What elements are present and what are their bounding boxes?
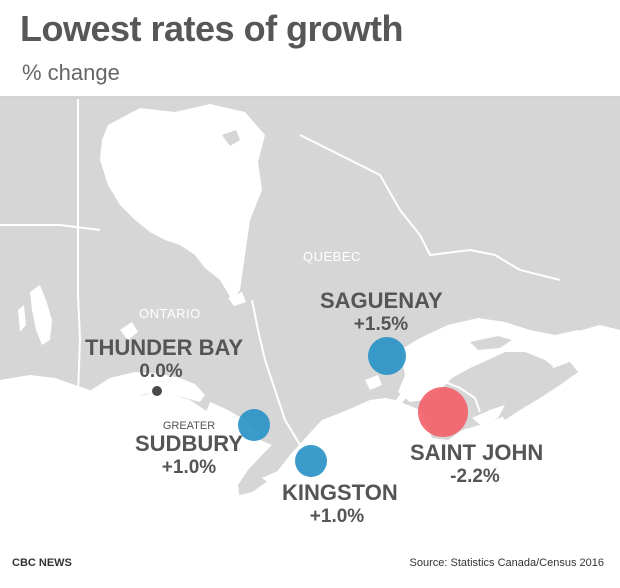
bay-of-fundy (472, 405, 505, 426)
akimiski-island (228, 292, 246, 306)
saint-john-marker[interactable] (418, 387, 468, 437)
lake-st-jean (365, 375, 382, 390)
city-name: THUNDER BAY (85, 335, 244, 360)
border-qc-nb (419, 359, 481, 413)
lake-manitoba (18, 305, 26, 332)
title-divider (0, 96, 620, 99)
pei (505, 356, 538, 366)
gulf-st-lawrence (398, 318, 600, 402)
city-value: +1.0% (309, 505, 365, 527)
city-label-thunder-bay: THUNDER BAY 0.0% (85, 335, 244, 382)
thunder-bay-marker[interactable] (152, 386, 162, 396)
city-name: KINGSTON (282, 480, 398, 505)
brand-label: CBC NEWS (12, 557, 72, 569)
kingston-marker[interactable] (295, 445, 327, 477)
border-qc-labrador (299, 134, 561, 281)
chart-subtitle: % change (22, 60, 120, 85)
region-label-nb: N.B. (423, 371, 451, 386)
city-value: 0.0% (139, 360, 183, 382)
border-nunavut (0, 224, 101, 231)
border-mb-on (77, 99, 82, 396)
city-label-kingston: KINGSTON +1.0% (282, 480, 398, 527)
city-label-sudbury: GREATER SUDBURY +1.0% (134, 420, 244, 478)
nova-scotia (498, 362, 578, 420)
city-name: SAINT JOHN (410, 440, 544, 465)
belcher-island (222, 130, 240, 146)
city-name: SUDBURY (135, 431, 243, 457)
city-value: +1.0% (161, 456, 217, 478)
saguenay-marker[interactable] (368, 337, 406, 375)
lake-superior (88, 372, 205, 402)
lake-nipigon (120, 322, 138, 340)
chart-title: Lowest rates of growth (20, 8, 404, 49)
city-prefix: GREATER (162, 420, 216, 432)
lake-erie (220, 490, 275, 510)
city-label-saint-john: SAINT JOHN -2.2% (410, 440, 544, 487)
city-label-saguenay: SAGUENAY +1.5% (320, 288, 443, 335)
newfoundland (560, 270, 618, 325)
map (0, 99, 620, 510)
region-label-ontario: ONTARIO (139, 306, 201, 321)
lake-huron (205, 402, 262, 465)
city-value: -2.2% (450, 465, 500, 487)
sudbury-marker[interactable] (238, 409, 270, 441)
lake-winnipeg (30, 285, 52, 345)
region-label-quebec: QUEBEC (303, 249, 361, 264)
hudson-bay (100, 104, 265, 300)
city-name: SAGUENAY (320, 288, 443, 313)
anticosti-island (470, 336, 512, 350)
source-label: Source: Statistics Canada/Census 2016 (409, 557, 604, 569)
city-value: +1.5% (353, 313, 409, 335)
st-lawrence-river (330, 392, 406, 470)
